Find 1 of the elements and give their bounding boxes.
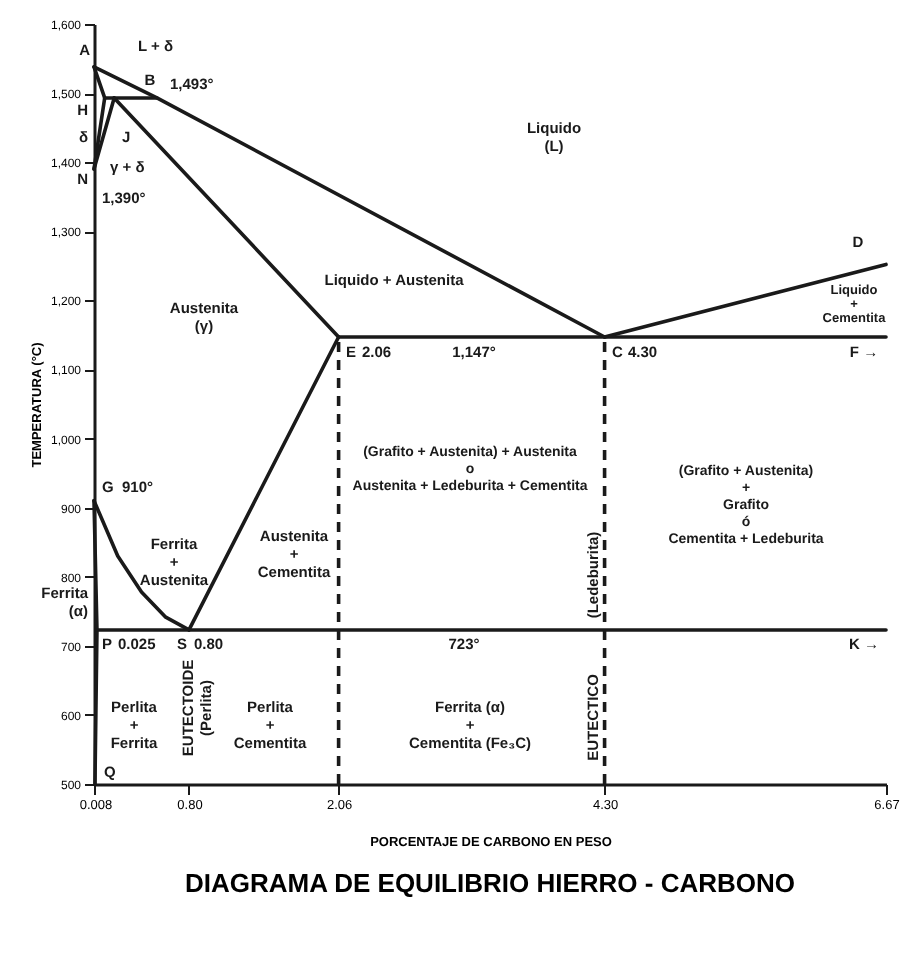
text: DIAGRAMA DE EQUILIBRIO HIERRO - CARBONO bbox=[184, 868, 796, 898]
